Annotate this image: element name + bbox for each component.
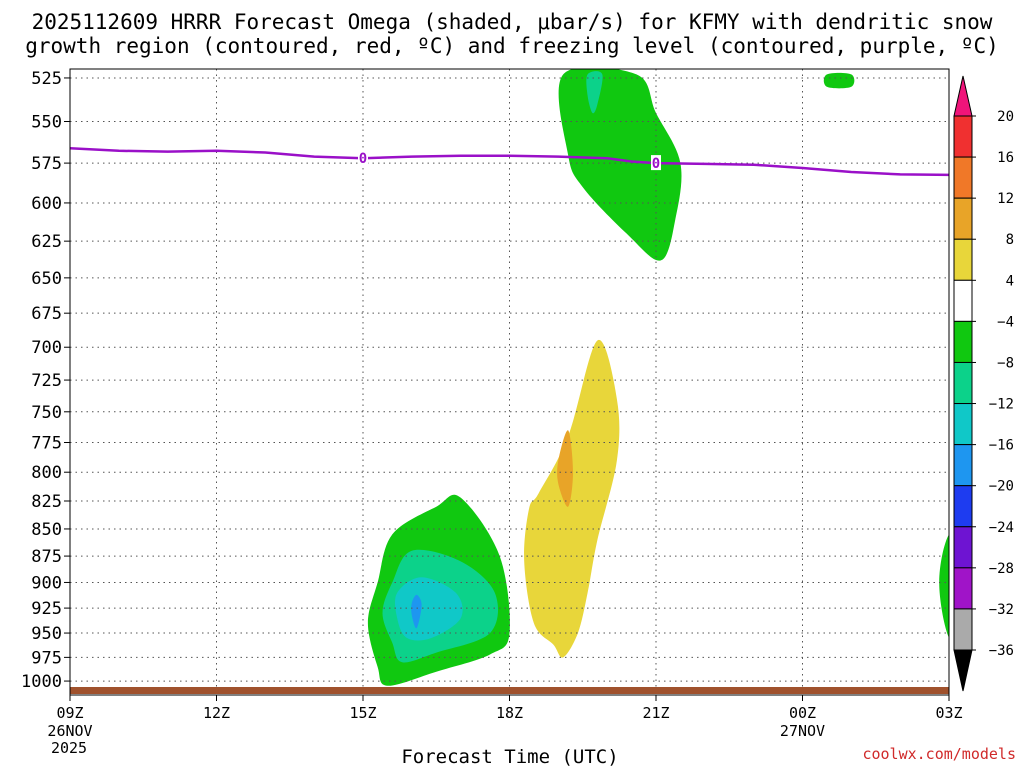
colorbar-label-3: 8 xyxy=(1006,232,1014,248)
colorbar-label-0: 20 xyxy=(997,109,1014,125)
y-tick-label-18: 975 xyxy=(31,648,62,668)
x-tick-label-6: 03Z xyxy=(935,704,962,722)
y-tick-label-11: 800 xyxy=(31,463,62,483)
x-tick-label-0: 09Z xyxy=(56,704,83,722)
colorbar-swatch-6 xyxy=(953,320,973,363)
y-tick-label-2: 575 xyxy=(31,154,62,174)
omega-shading-layer xyxy=(367,69,949,686)
x-tick-year-0: 2025 xyxy=(51,739,87,757)
omega-region-6 xyxy=(411,594,422,629)
freezing-level-label-bg-0 xyxy=(358,150,368,166)
y-tick-label-1: 550 xyxy=(31,112,62,132)
x-tick-label-2: 15Z xyxy=(349,704,376,722)
y-tick-label-5: 650 xyxy=(31,269,62,289)
x-tick-label-3: 18Z xyxy=(496,704,523,722)
y-tick-label-10: 775 xyxy=(31,433,62,453)
colorbar-label-4: 4 xyxy=(1006,273,1014,289)
colorbar-swatch-10 xyxy=(953,485,973,528)
x-tick-label-4: 21Z xyxy=(642,704,669,722)
omega-region-7 xyxy=(524,339,620,658)
colorbar-label-10: −24 xyxy=(989,520,1014,536)
colorbar-swatch-7 xyxy=(953,361,973,405)
y-tick-label-6: 675 xyxy=(31,304,62,324)
colorbar-swatch-2 xyxy=(953,156,973,199)
freezing-level-label-bg-1 xyxy=(651,155,661,171)
colorbar-swatch-4 xyxy=(953,238,973,281)
colorbar-label-11: −28 xyxy=(989,561,1014,577)
colorbar-label-1: 16 xyxy=(997,150,1014,166)
omega-region-9 xyxy=(939,534,949,638)
colorbar-label-8: −16 xyxy=(989,438,1014,454)
colorbar-label-12: −32 xyxy=(989,602,1014,618)
credit-text: coolwx.com/models xyxy=(862,745,1016,763)
y-tick-label-12: 825 xyxy=(31,492,62,512)
colorbar: 20 16 12 8 4 −4 −8 −12 −16 −20 −24 −28 −32 −36 xyxy=(953,75,1014,692)
y-tick-label-9: 750 xyxy=(31,403,62,423)
chart-title-line-1: 2025112609 HRRR Forecast Omega (shaded, … xyxy=(31,10,993,34)
omega-region-5 xyxy=(394,577,463,641)
freezing-level-label-1: 0 xyxy=(652,156,660,172)
x-tick-date-5: 27NOV xyxy=(780,722,825,740)
colorbar-swatch-12 xyxy=(953,567,973,610)
colorbar-swatch-0 xyxy=(953,75,973,117)
y-tick-label-8: 725 xyxy=(31,371,62,391)
omega-region-1 xyxy=(586,71,603,114)
colorbar-label-5: −4 xyxy=(997,314,1014,330)
colorbar-swatch-13 xyxy=(953,608,973,651)
y-tick-label-19: 1000 xyxy=(21,672,62,692)
omega-region-8 xyxy=(557,430,573,507)
freezing-level-line xyxy=(70,147,949,177)
colorbar-swatch-14 xyxy=(953,649,973,692)
colorbar-label-7: −12 xyxy=(989,397,1014,413)
y-tick-label-4: 625 xyxy=(31,232,62,252)
x-tick-label-5: 00Z xyxy=(789,704,816,722)
colorbar-label-2: 12 xyxy=(997,191,1014,207)
colorbar-swatch-1 xyxy=(953,115,973,158)
y-tick-label-13: 850 xyxy=(31,520,62,540)
x-tick-date-0: 26NOV xyxy=(47,722,92,740)
colorbar-swatch-11 xyxy=(953,526,973,569)
x-tick-label-1: 12Z xyxy=(203,704,230,722)
omega-region-2 xyxy=(823,72,855,89)
y-axis: 525 550 575 600 625 650 675 700 725 750 775 800 825 8… xyxy=(21,69,70,692)
y-tick-label-17: 950 xyxy=(31,624,62,644)
ground-bar xyxy=(70,687,949,694)
omega-region-0 xyxy=(558,69,682,261)
colorbar-label-13: −36 xyxy=(989,643,1014,659)
y-tick-label-14: 875 xyxy=(31,547,62,567)
y-tick-label-15: 900 xyxy=(31,573,62,593)
chart-title-line-2: growth region (contoured, red, ºC) and f… xyxy=(25,34,999,58)
colorbar-swatch-5 xyxy=(953,279,973,322)
x-axis-label: Forecast Time (UTC) xyxy=(401,746,618,768)
gridlines xyxy=(70,69,949,695)
y-tick-label-16: 925 xyxy=(31,599,62,619)
colorbar-swatch-3 xyxy=(953,197,973,240)
y-tick-label-3: 600 xyxy=(31,194,62,214)
colorbar-label-9: −20 xyxy=(989,479,1014,495)
y-tick-label-7: 700 xyxy=(31,338,62,358)
freezing-level-label-0: 0 xyxy=(359,151,367,167)
colorbar-swatch-8 xyxy=(953,403,973,446)
colorbar-swatch-9 xyxy=(953,444,973,487)
colorbar-label-6: −8 xyxy=(997,355,1014,371)
y-tick-label-0: 525 xyxy=(31,69,62,89)
